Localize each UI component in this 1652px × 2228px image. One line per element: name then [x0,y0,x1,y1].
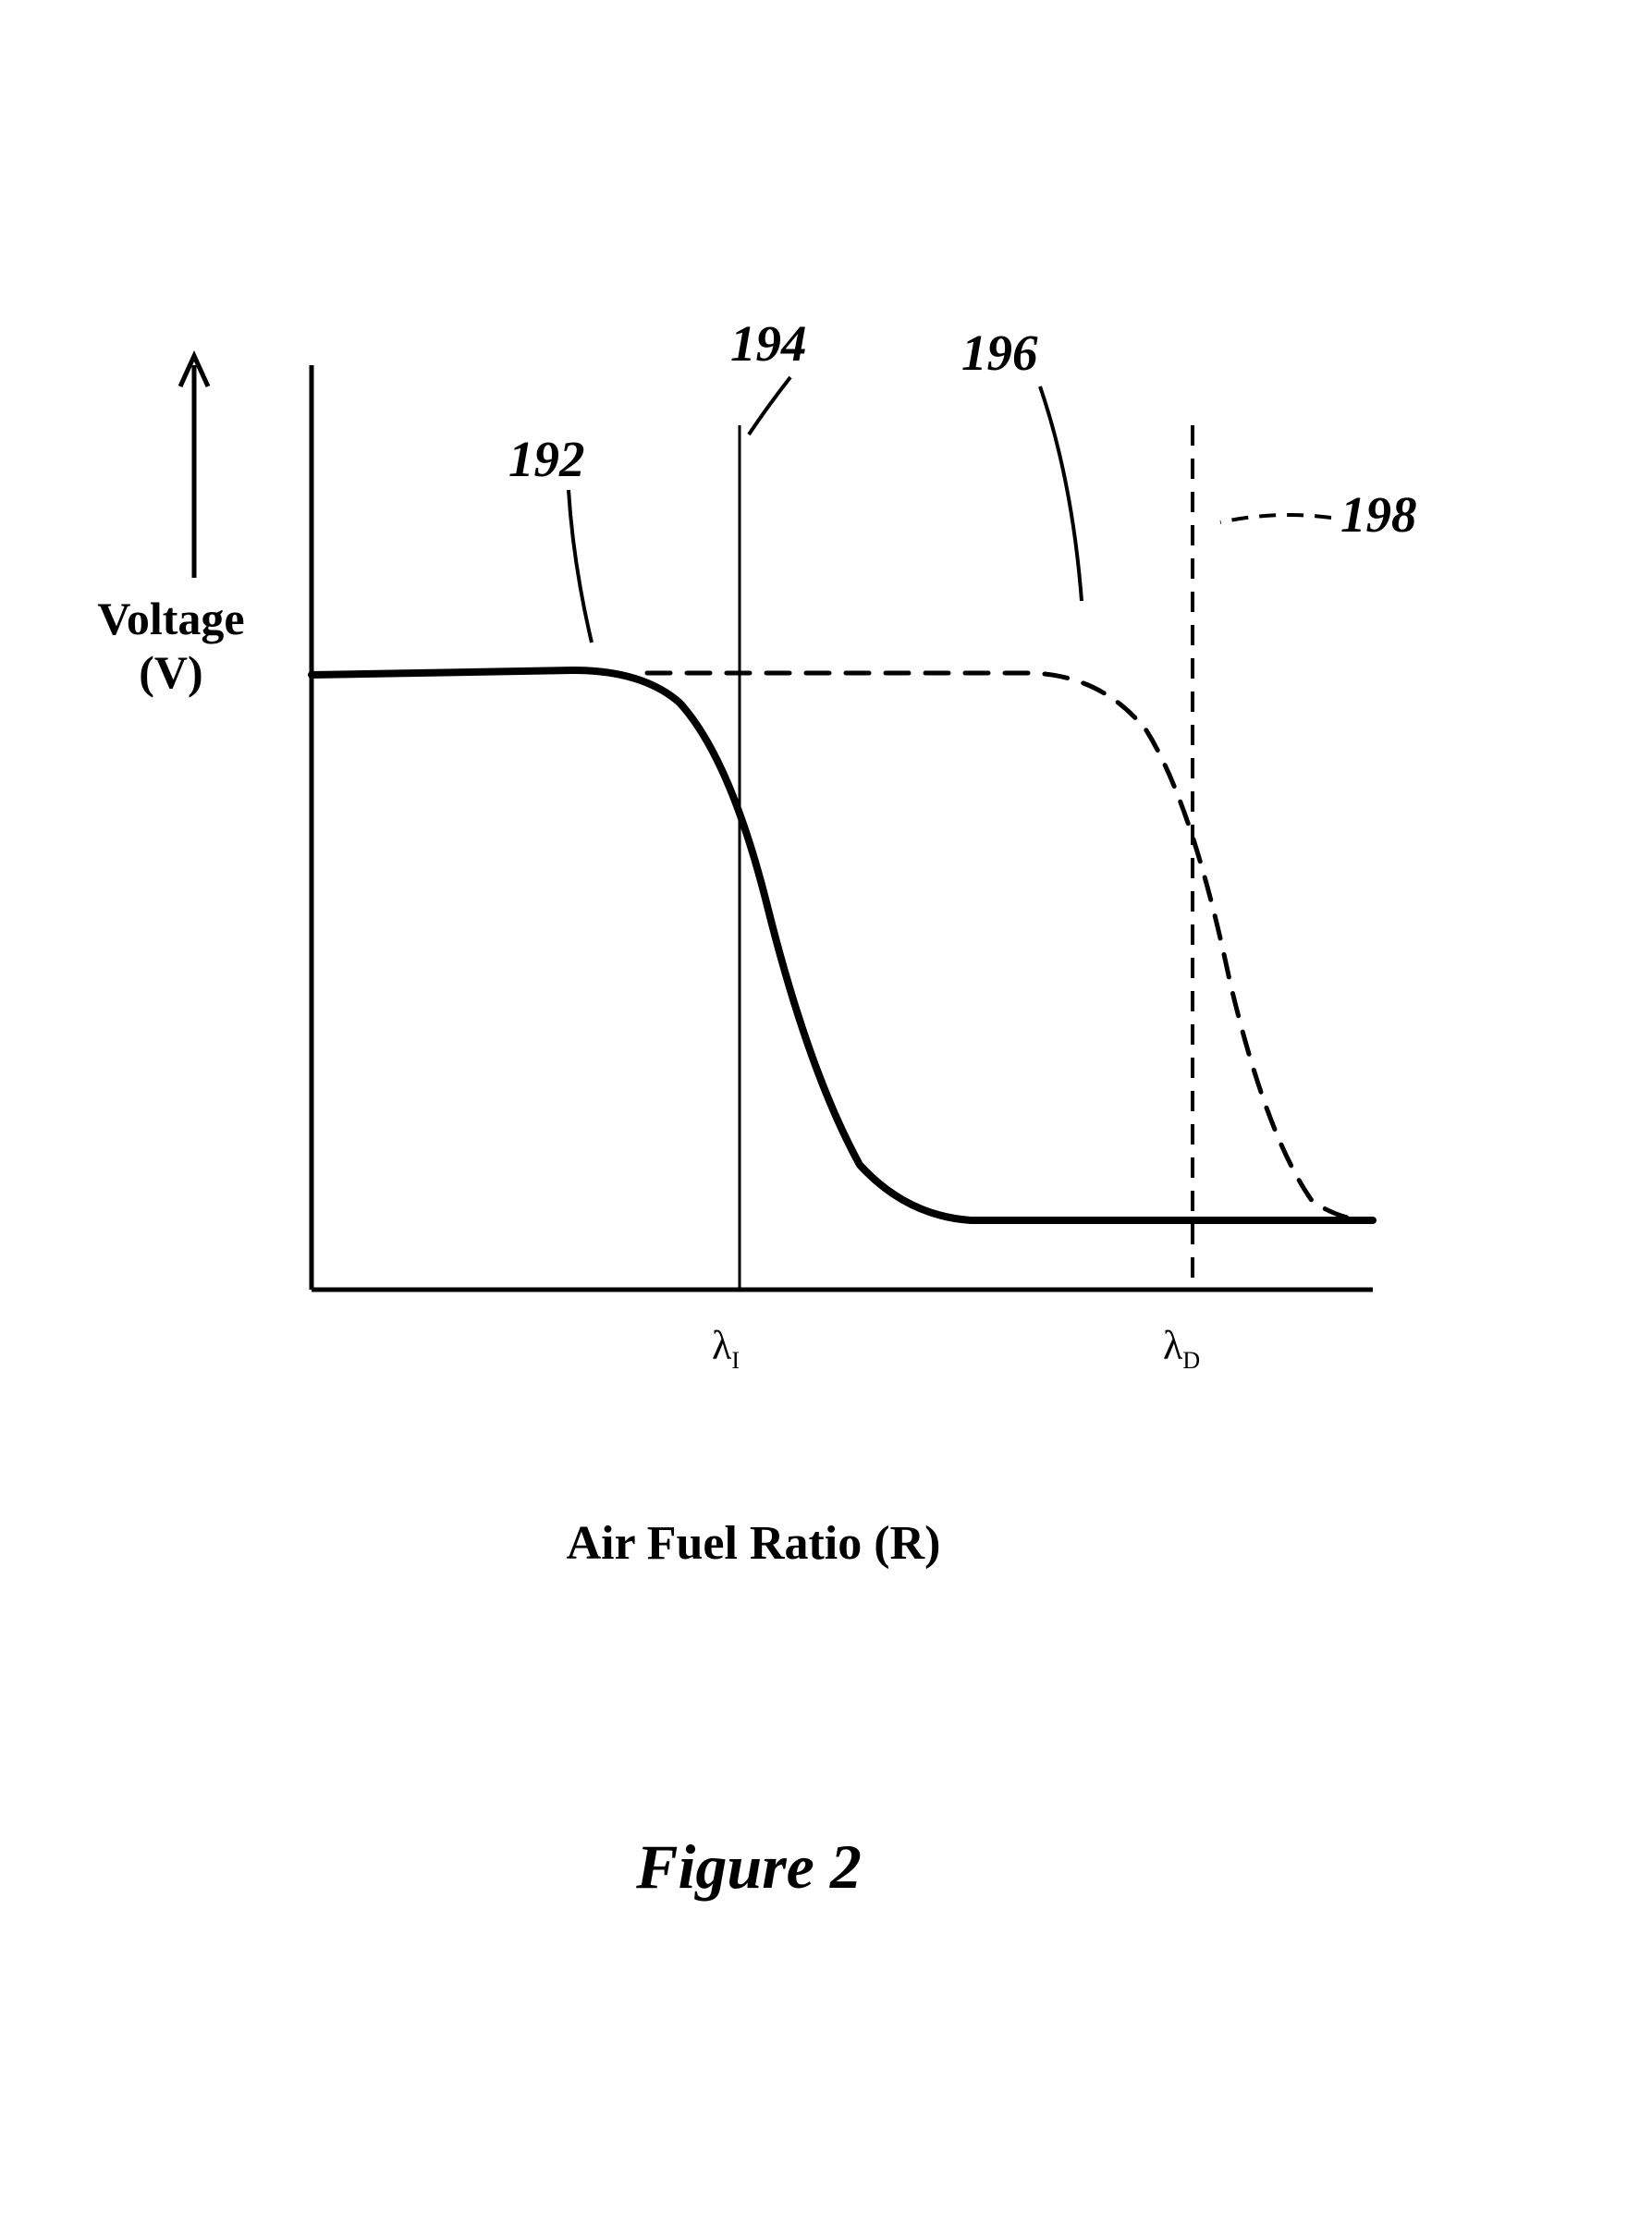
annotation-196: 196 [961,324,1038,382]
curve-ideal-solid [312,670,1373,1220]
axes [312,365,1373,1290]
lambda-d-sub: D [1182,1347,1200,1374]
figure-caption: Figure 2 [555,1830,943,1904]
callout-192 [569,490,592,643]
y-axis-label: Voltage (V) [74,592,268,699]
lambda-i-sub: I [731,1347,740,1374]
callout-198 [1220,515,1331,522]
annotation-194: 194 [730,314,807,373]
figure-container: Voltage (V) Air Fuel Ratio (R) Figure 2 … [0,0,1652,2228]
x-axis-label: Air Fuel Ratio (R) [499,1516,1008,1571]
callout-194 [749,377,790,435]
y-axis-label-line2: (V) [74,645,268,699]
y-axis-label-line1: Voltage [74,592,268,645]
lambda-i-symbol: λ [712,1323,731,1368]
annotation-198: 198 [1340,485,1417,544]
x-tick-lambda-i: λI [712,1322,740,1375]
x-tick-lambda-d: λD [1163,1322,1200,1375]
curve-shifted-dashed [647,673,1373,1220]
y-axis-arrow [180,356,208,578]
callout-196 [1040,386,1082,601]
lambda-d-symbol: λ [1163,1323,1182,1368]
annotation-192: 192 [508,430,585,488]
